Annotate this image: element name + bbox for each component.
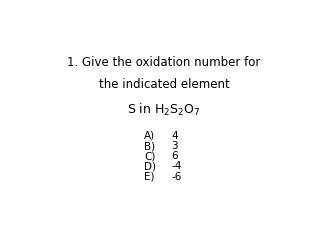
Text: S in $\mathregular{H_2S_2O_7}$: S in $\mathregular{H_2S_2O_7}$ (127, 102, 201, 118)
Text: 4: 4 (172, 131, 178, 141)
Text: B): B) (144, 141, 155, 151)
Text: 6: 6 (172, 151, 178, 161)
Text: C): C) (144, 151, 156, 161)
Text: D): D) (144, 162, 156, 171)
Text: -6: -6 (172, 172, 182, 182)
Text: E): E) (144, 172, 155, 182)
Text: -4: -4 (172, 162, 182, 171)
Text: A): A) (144, 131, 155, 141)
Text: the indicated element: the indicated element (99, 78, 229, 91)
Text: 3: 3 (172, 141, 178, 151)
Text: 1. Give the oxidation number for: 1. Give the oxidation number for (67, 56, 261, 69)
